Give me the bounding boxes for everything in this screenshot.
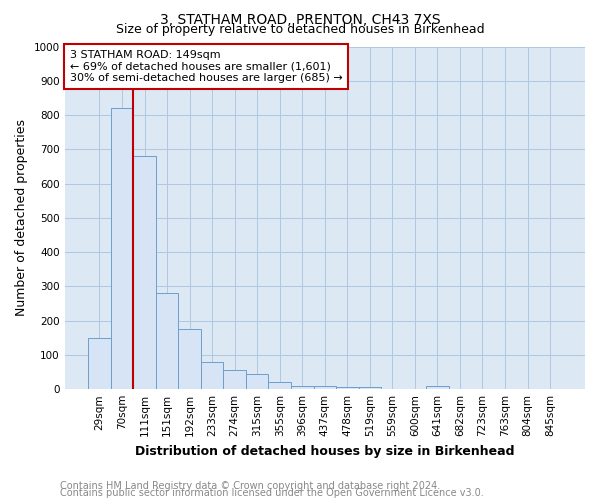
- Text: 3 STATHAM ROAD: 149sqm
← 69% of detached houses are smaller (1,601)
30% of semi-: 3 STATHAM ROAD: 149sqm ← 69% of detached…: [70, 50, 343, 83]
- Bar: [359, 388, 381, 389]
- Y-axis label: Number of detached properties: Number of detached properties: [15, 120, 28, 316]
- Bar: [268, 382, 291, 389]
- Bar: [223, 370, 246, 389]
- Text: Contains public sector information licensed under the Open Government Licence v3: Contains public sector information licen…: [60, 488, 484, 498]
- Bar: [88, 338, 111, 389]
- Bar: [201, 362, 223, 389]
- Bar: [178, 329, 201, 389]
- Bar: [314, 386, 336, 389]
- Bar: [133, 156, 156, 389]
- Text: 3, STATHAM ROAD, PRENTON, CH43 7XS: 3, STATHAM ROAD, PRENTON, CH43 7XS: [160, 12, 440, 26]
- Text: Size of property relative to detached houses in Birkenhead: Size of property relative to detached ho…: [116, 22, 484, 36]
- Bar: [336, 388, 359, 389]
- Text: Contains HM Land Registry data © Crown copyright and database right 2024.: Contains HM Land Registry data © Crown c…: [60, 481, 440, 491]
- Bar: [156, 293, 178, 389]
- Bar: [111, 108, 133, 389]
- X-axis label: Distribution of detached houses by size in Birkenhead: Distribution of detached houses by size …: [135, 444, 515, 458]
- Bar: [291, 386, 314, 389]
- Bar: [246, 374, 268, 389]
- Bar: [426, 386, 449, 389]
